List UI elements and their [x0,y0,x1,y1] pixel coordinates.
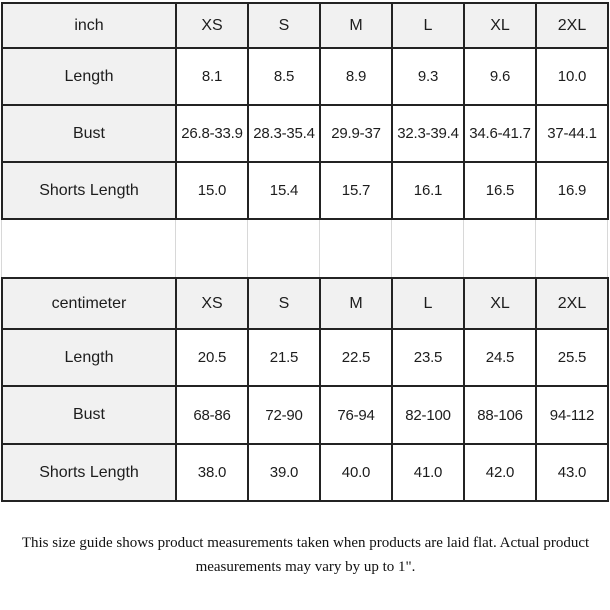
value-cell: 9.6 [465,49,537,106]
size-header-cell: XS [177,4,249,49]
value-cell: 28.3-35.4 [249,106,321,163]
spacer-cell [248,220,320,277]
value-cell: 20.5 [177,330,249,387]
value-cell: 29.9-37 [321,106,393,163]
unit-header-cell: inch [3,4,177,49]
row-label-cell: Bust [3,387,177,445]
value-cell: 9.3 [393,49,465,106]
size-header-cell: XL [465,4,537,49]
spacer-cell [392,220,464,277]
value-cell: 8.9 [321,49,393,106]
value-cell: 41.0 [393,445,465,502]
size-header-cell: XS [177,279,249,330]
value-cell: 26.8-33.9 [177,106,249,163]
value-cell: 42.0 [465,445,537,502]
size-header-cell: S [249,4,321,49]
footer-note-line1: This size guide shows product measuremen… [21,535,590,551]
value-cell: 16.1 [393,163,465,220]
value-cell: 25.5 [537,330,609,387]
spacer-cell [320,220,392,277]
size-guide: inch XS S M L XL 2XL Length 8.1 8.5 8.9 … [1,2,610,579]
size-header-cell: S [249,279,321,330]
value-cell: 34.6-41.7 [465,106,537,163]
value-cell: 15.4 [249,163,321,220]
value-cell: 76-94 [321,387,393,445]
centimeter-size-table: centimeter XS S M L XL 2XL Length 20.5 2… [1,277,609,502]
value-cell: 38.0 [177,445,249,502]
inch-size-table: inch XS S M L XL 2XL Length 8.1 8.5 8.9 … [1,2,609,220]
row-label-cell: Length [3,330,177,387]
size-header-cell: L [393,279,465,330]
unit-header-cell: centimeter [3,279,177,330]
value-cell: 16.5 [465,163,537,220]
size-header-cell: M [321,4,393,49]
spacer-cell [464,220,536,277]
row-label-cell: Length [3,49,177,106]
size-header-cell: 2XL [537,4,609,49]
value-cell: 37-44.1 [537,106,609,163]
value-cell: 39.0 [249,445,321,502]
value-cell: 23.5 [393,330,465,387]
spacer-cell [536,220,608,277]
value-cell: 22.5 [321,330,393,387]
value-cell: 88-106 [465,387,537,445]
value-cell: 24.5 [465,330,537,387]
value-cell: 10.0 [537,49,609,106]
row-label-cell: Shorts Length [3,445,177,502]
value-cell: 21.5 [249,330,321,387]
value-cell: 15.7 [321,163,393,220]
value-cell: 15.0 [177,163,249,220]
value-cell: 32.3-39.4 [393,106,465,163]
spacer-cell [2,220,176,277]
row-label-cell: Bust [3,106,177,163]
value-cell: 8.1 [177,49,249,106]
value-cell: 16.9 [537,163,609,220]
value-cell: 8.5 [249,49,321,106]
spacer-row [1,220,608,277]
value-cell: 43.0 [537,445,609,502]
value-cell: 94-112 [537,387,609,445]
value-cell: 40.0 [321,445,393,502]
value-cell: 72-90 [249,387,321,445]
size-header-cell: M [321,279,393,330]
value-cell: 82-100 [393,387,465,445]
footer-note-line2: measurements may vary by up to 1". [195,559,416,575]
value-cell: 68-86 [177,387,249,445]
footer-note: This size guide shows product measuremen… [1,502,610,579]
size-header-cell: XL [465,279,537,330]
spacer-cell [176,220,248,277]
size-header-cell: L [393,4,465,49]
row-label-cell: Shorts Length [3,163,177,220]
size-header-cell: 2XL [537,279,609,330]
